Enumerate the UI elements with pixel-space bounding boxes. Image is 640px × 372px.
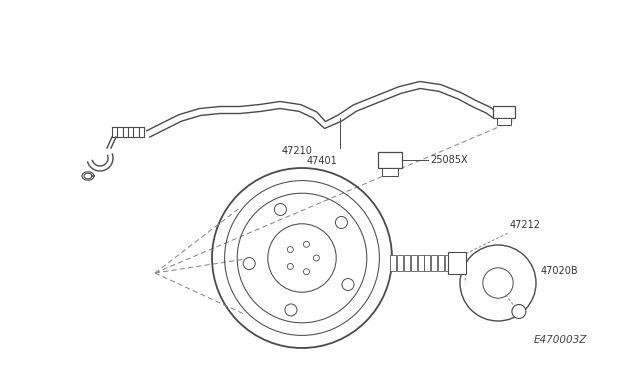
Text: 47401: 47401 [307,156,337,166]
Text: 47212: 47212 [510,220,541,230]
Bar [493,106,515,118]
Bar [411,255,417,271]
Bar [397,255,403,271]
Circle shape [314,255,319,261]
Bar [438,255,444,271]
Bar [382,168,398,176]
Bar [390,255,396,271]
Text: E470003Z: E470003Z [533,336,587,345]
Bar [445,255,451,271]
Circle shape [285,304,297,316]
Bar [497,118,511,125]
Text: 47210: 47210 [282,146,312,156]
Text: 47020B: 47020B [541,266,579,276]
Circle shape [512,305,526,318]
Bar [404,255,410,271]
Bar [431,255,437,271]
Circle shape [287,247,293,253]
Circle shape [342,279,354,291]
Bar [378,152,402,168]
Circle shape [335,217,348,228]
Circle shape [275,203,287,215]
Circle shape [303,269,310,275]
Circle shape [287,263,293,269]
Circle shape [303,241,310,247]
Text: 25085X: 25085X [430,155,468,165]
Bar [448,252,466,274]
Bar [424,255,430,271]
Circle shape [243,257,255,270]
Bar [417,255,424,271]
